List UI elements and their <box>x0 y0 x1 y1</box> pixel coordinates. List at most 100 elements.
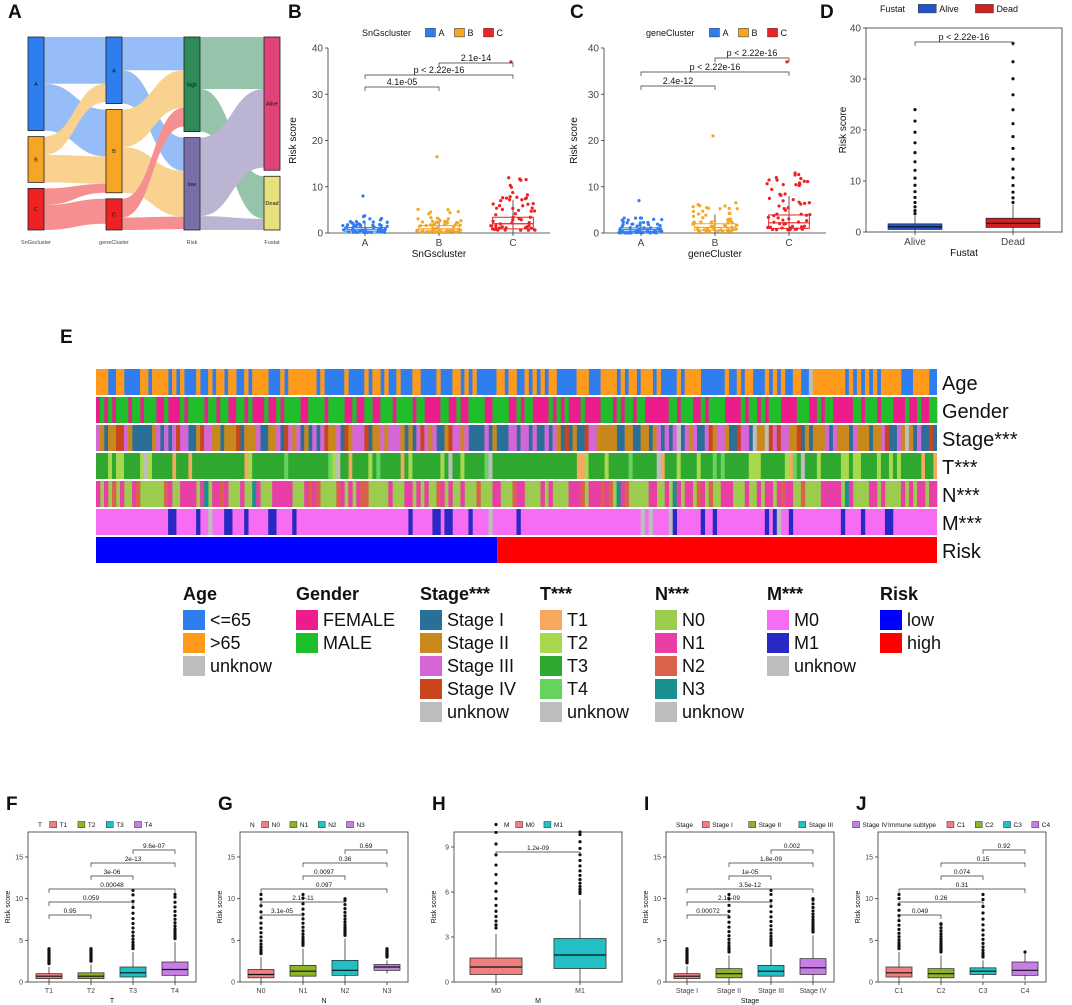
heatmap-cell <box>268 425 273 451</box>
y-tick-label: 0 <box>317 229 323 240</box>
heatmap-cell <box>100 425 105 451</box>
heatmap-cell <box>496 397 501 423</box>
heatmap-cell <box>396 453 401 479</box>
heatmap-row <box>96 425 937 451</box>
heatmap-cell <box>780 481 786 507</box>
heatmap-cell <box>420 453 425 479</box>
heatmap-cell <box>380 453 385 479</box>
outlier-point <box>727 897 731 901</box>
alluvial-flow <box>200 216 264 230</box>
heatmap-cell <box>756 453 762 479</box>
outlier-point <box>939 939 943 943</box>
outlier-point <box>1011 196 1015 200</box>
heatmap-cell <box>796 425 802 451</box>
heatmap-cell <box>676 481 681 507</box>
heatmap-cell <box>480 397 485 423</box>
heatmap-cell <box>900 481 906 507</box>
outlier-point <box>981 951 985 955</box>
outlier-point <box>578 881 582 885</box>
heatmap-cell <box>608 397 613 423</box>
heatmap-cell <box>332 425 337 451</box>
outlier-point <box>769 904 773 908</box>
heatmap-cell <box>880 369 886 395</box>
alluvial-flow <box>122 216 184 230</box>
outlier-point <box>131 940 135 944</box>
jitter-point <box>699 220 703 224</box>
heatmap-cell <box>440 453 445 479</box>
legend-key <box>738 28 749 38</box>
comparison-bracket <box>302 875 346 880</box>
outlier-point <box>131 888 135 892</box>
outlier-point <box>939 922 943 926</box>
heatmap-cell <box>416 453 421 479</box>
heatmap-cell <box>832 453 838 479</box>
jitter-point <box>787 217 791 221</box>
outlier-point <box>435 155 439 159</box>
jitter-point <box>416 207 420 212</box>
heatmap-cell <box>404 453 409 479</box>
x-tick-label: Stage II <box>717 988 741 995</box>
outlier-point <box>981 928 985 932</box>
jitter-point <box>511 191 515 195</box>
heatmap-cell <box>460 481 465 507</box>
heatmap-cell <box>432 509 437 535</box>
heatmap-cell <box>524 425 529 451</box>
heatmap-cell <box>280 369 285 395</box>
heatmap-cell <box>860 453 866 479</box>
jitter-point <box>691 214 696 218</box>
heatmap-cell <box>212 397 217 423</box>
heatmap-cell <box>788 425 794 451</box>
legend-title: Risk <box>880 584 919 604</box>
heatmap-cell <box>880 481 886 507</box>
legend-title: M*** <box>767 584 803 604</box>
heatmap-cell <box>232 369 237 395</box>
legend-key <box>748 821 756 828</box>
jitter-point <box>807 201 811 205</box>
legend-label: N1 <box>682 633 705 653</box>
heatmap-cell <box>484 425 489 451</box>
node-label: Dead <box>265 201 278 207</box>
outlier-point <box>343 910 347 914</box>
heatmap-cell <box>744 369 750 395</box>
outlier-point <box>301 896 305 900</box>
y-tick-label: 0 <box>19 979 23 986</box>
heatmap-row-label: M*** <box>942 513 982 535</box>
heatmap-cell <box>708 425 714 451</box>
legend-swatch <box>540 633 562 653</box>
heatmap-cell <box>556 453 561 479</box>
heatmap-cell <box>816 425 822 451</box>
legend-swatch <box>420 633 442 653</box>
heatmap-cell <box>336 425 341 451</box>
jitter-point <box>793 171 797 175</box>
node-label: high <box>187 82 197 88</box>
legend-label: Stage III <box>447 656 514 676</box>
heatmap-cell <box>892 453 898 479</box>
heatmap-cell <box>400 397 405 423</box>
heatmap-cell <box>476 397 481 423</box>
heatmap-cell <box>736 425 742 451</box>
heatmap-cell <box>208 509 213 535</box>
heatmap-cell <box>516 397 521 423</box>
outlier-point <box>939 926 943 930</box>
heatmap-cell <box>700 453 706 479</box>
outlier-point <box>173 927 177 931</box>
heatmap-cell <box>340 453 345 479</box>
heatmap-cell <box>408 397 413 423</box>
outlier-point <box>811 902 815 906</box>
heatmap-cell <box>580 481 585 507</box>
heatmap-cell <box>100 397 105 423</box>
heatmap-row <box>96 397 938 423</box>
heatmap-cell <box>828 453 834 479</box>
heatmap-cell <box>928 453 934 479</box>
jitter-point <box>783 192 787 196</box>
heatmap-cell <box>144 369 149 395</box>
x-tick-label: M0 <box>491 988 501 995</box>
legend-label: unknow <box>210 656 273 676</box>
box <box>799 958 827 975</box>
heatmap-cell <box>308 369 313 395</box>
heatmap-cell <box>548 397 553 423</box>
legend-swatch <box>420 702 442 722</box>
legend-label: unknow <box>567 702 630 722</box>
